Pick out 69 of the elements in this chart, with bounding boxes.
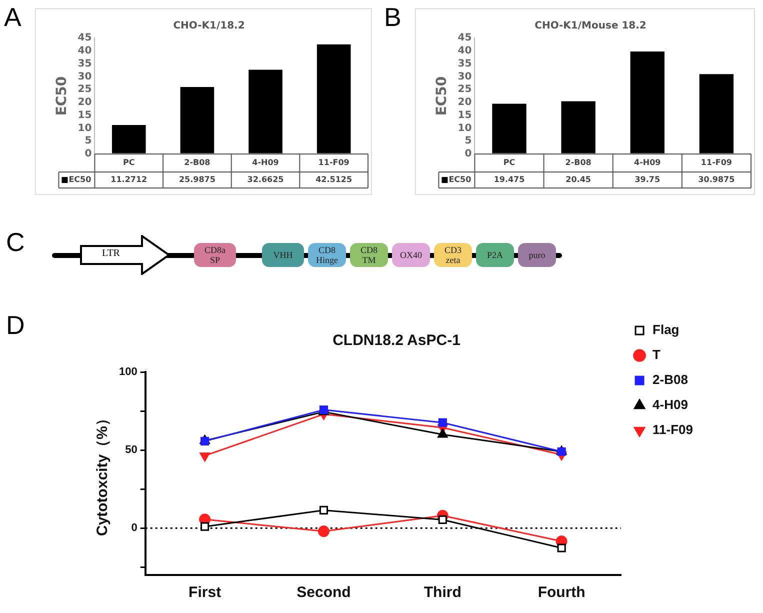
legend-label: Flag xyxy=(652,322,680,338)
rounded-box: OX40 xyxy=(392,243,430,267)
legend-label: EC50 xyxy=(68,175,92,184)
x-tick-label: 4-H09 xyxy=(252,158,280,168)
y-tick-label: 0 xyxy=(464,148,472,160)
rounded-box: puro xyxy=(518,243,556,267)
x-tick-label: 11-F09 xyxy=(318,158,350,168)
chart-title: CHO-K1/Mouse 18.2 xyxy=(534,20,646,32)
y-tick-label: 5 xyxy=(464,136,472,147)
x-tick-label: Second xyxy=(296,584,351,602)
y-tick-label: 45 xyxy=(458,32,472,44)
y-axis-title: EC50 xyxy=(54,76,70,116)
data-label: 11.2712 xyxy=(110,175,148,184)
y-axis-title: Cytotoxcity（%） xyxy=(94,410,112,536)
data-label: 25.9875 xyxy=(178,175,216,184)
x-tick-label: 2-B08 xyxy=(184,158,211,168)
data-label: 19.475 xyxy=(494,175,526,184)
y-tick-label: 30 xyxy=(78,71,92,82)
data-label: 20.45 xyxy=(566,175,592,184)
y-tick-label: 40 xyxy=(78,45,92,56)
text: B xyxy=(384,2,402,33)
text: D xyxy=(6,310,25,341)
legend-label: 4-H09 xyxy=(652,397,688,412)
data-label: 39.75 xyxy=(634,175,660,184)
x-tick-label: 11-F09 xyxy=(700,158,732,168)
y-tick-label: 25 xyxy=(458,84,472,96)
y-tick-label: 0 xyxy=(84,148,92,160)
y-tick-label: 15 xyxy=(458,110,472,121)
data-label: 30.9875 xyxy=(698,175,736,184)
rounded-box: CD8a SP xyxy=(194,243,236,267)
x-tick-label: PC xyxy=(503,158,516,168)
text: C xyxy=(6,227,25,258)
y-tick-label: 50 xyxy=(125,444,138,456)
y-tick-label: 5 xyxy=(84,136,92,147)
rounded-box: P2A xyxy=(476,243,514,267)
x-tick-label: Third xyxy=(424,584,462,602)
x-tick-label: PC xyxy=(123,158,135,168)
y-tick-label: 25 xyxy=(78,84,92,96)
chart-title: CLDN18.2 AsPC-1 xyxy=(332,332,460,350)
y-tick-label: 20 xyxy=(458,97,472,108)
rounded-box: CD8 TM xyxy=(350,243,388,267)
x-tick-label: 4-H09 xyxy=(634,158,662,168)
text: A xyxy=(4,2,22,33)
y-tick-label: 35 xyxy=(78,58,92,70)
legend-label: 11-F09 xyxy=(652,422,694,438)
x-tick-label: Fourth xyxy=(538,584,586,602)
data-label: 32.6625 xyxy=(247,175,284,184)
y-tick-label: 10 xyxy=(458,122,472,134)
rounded-box: VHH xyxy=(262,243,304,267)
y-tick-label: 100 xyxy=(118,366,138,378)
y-tick-label: 10 xyxy=(78,122,92,134)
y-tick-label: 40 xyxy=(458,45,472,56)
y-tick-label: 0 xyxy=(131,522,138,534)
data-label: 42.5125 xyxy=(316,175,352,184)
chart-title: CHO-K1/18.2 xyxy=(173,20,245,32)
rounded-box: CD3 zeta xyxy=(434,243,472,267)
x-tick-label: 2-B08 xyxy=(565,158,592,168)
y-tick-label: 20 xyxy=(78,97,92,108)
arrow-icon: LTR xyxy=(80,235,170,275)
y-tick-label: 30 xyxy=(458,71,472,82)
y-tick-label: 45 xyxy=(78,32,92,44)
legend-label: EC50 xyxy=(448,175,472,184)
x-tick-label: First xyxy=(188,584,222,602)
y-tick-label: 15 xyxy=(78,110,92,121)
y-axis-title: EC50 xyxy=(434,76,450,116)
y-tick-label: 35 xyxy=(458,58,472,70)
rounded-box: CD8 Hinge xyxy=(308,243,346,267)
legend-label: 2-B08 xyxy=(652,372,688,388)
legend-label: T xyxy=(652,347,661,362)
